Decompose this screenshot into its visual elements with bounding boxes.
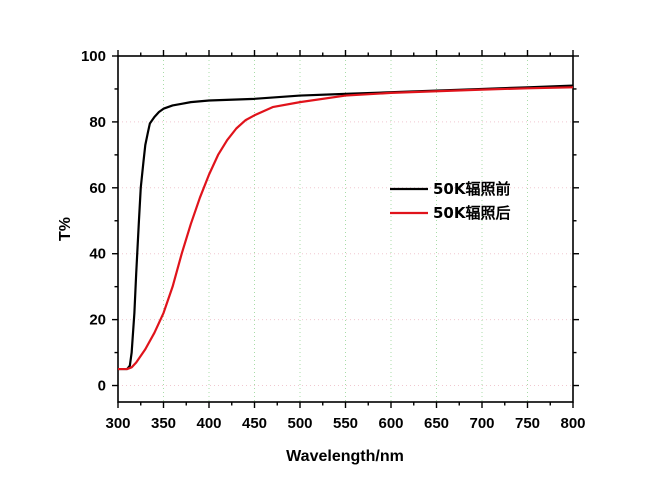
x-tick-label: 650 bbox=[424, 415, 449, 432]
y-axis-title: T% bbox=[57, 217, 74, 241]
y-tick-label: 40 bbox=[89, 246, 106, 263]
legend: 50K辐照前 50K辐照后 bbox=[390, 180, 511, 222]
axis-ticks bbox=[112, 50, 579, 408]
grid bbox=[118, 56, 573, 402]
x-tick-label: 350 bbox=[151, 415, 176, 432]
y-tick-label: 20 bbox=[89, 312, 106, 329]
x-tick-label: 400 bbox=[196, 415, 221, 432]
legend-label-before: 50K辐照前 bbox=[433, 180, 511, 198]
x-tick-label: 700 bbox=[469, 415, 494, 432]
x-tick-label: 600 bbox=[378, 415, 403, 432]
series-line-0 bbox=[118, 84, 574, 371]
y-tick-label: 80 bbox=[89, 114, 106, 131]
y-tick-labels: 0 20 40 60 80 100 bbox=[81, 48, 106, 395]
series-lines bbox=[118, 84, 574, 371]
x-tick-label: 550 bbox=[333, 415, 358, 432]
legend-label-after: 50K辐照后 bbox=[433, 204, 511, 222]
y-tick-label: 60 bbox=[89, 180, 106, 197]
x-tick-labels: 300 350 400 450 500 550 600 650 700 750 800 bbox=[105, 415, 585, 432]
x-tick-label: 450 bbox=[242, 415, 267, 432]
x-tick-label: 750 bbox=[515, 415, 540, 432]
x-axis-title: Wavelength/nm bbox=[286, 448, 404, 465]
y-tick-label: 100 bbox=[81, 48, 106, 65]
series-line-1 bbox=[118, 86, 574, 371]
x-tick-label: 800 bbox=[560, 415, 585, 432]
x-tick-label: 300 bbox=[105, 415, 130, 432]
x-tick-label: 500 bbox=[287, 415, 312, 432]
y-tick-label: 0 bbox=[98, 378, 106, 395]
